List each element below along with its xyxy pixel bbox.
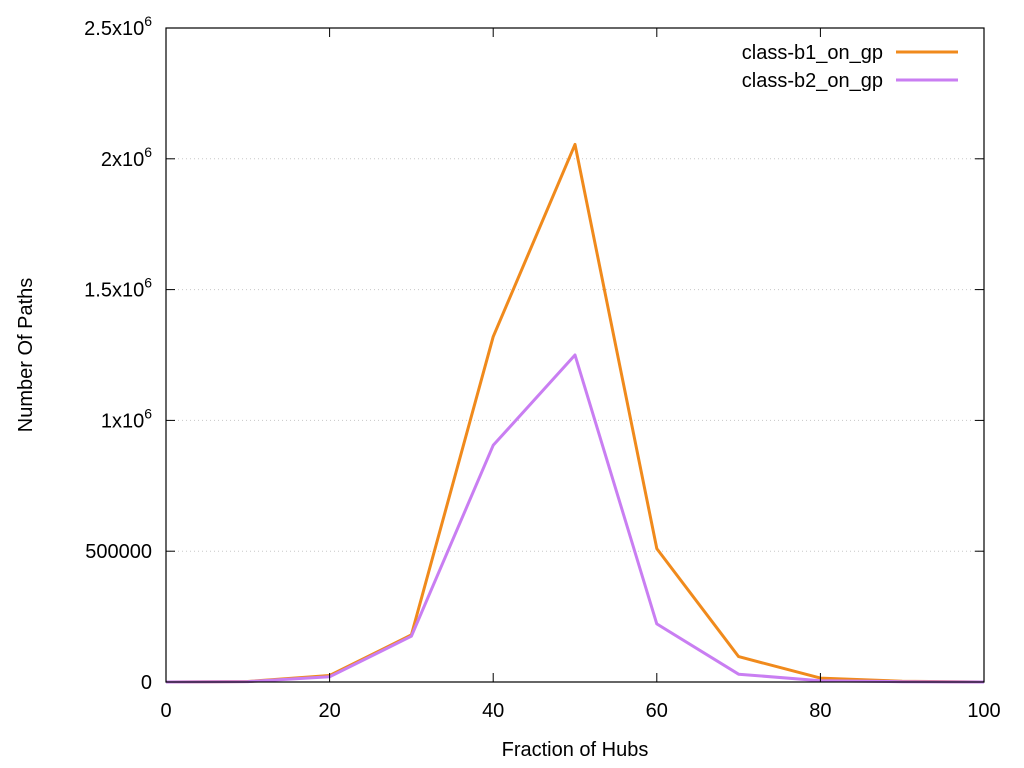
- y-tick-label: 0: [141, 672, 152, 694]
- x-axis-title: Fraction of Hubs: [502, 739, 649, 761]
- x-tick-label: 40: [482, 700, 504, 722]
- grid-lines: [166, 158, 984, 552]
- y-tick-label: 500000: [85, 541, 152, 563]
- plot-frame: [165, 27, 985, 683]
- x-tick-label: 100: [967, 700, 1000, 722]
- x-tick-label: 60: [646, 700, 668, 722]
- series-line-class-b2_on_gp: [165, 353, 985, 684]
- series-lines: [165, 142, 985, 684]
- y-tick-label: 2x106: [101, 144, 152, 171]
- legend-label: class-b2_on_gp: [742, 70, 883, 92]
- legend: class-b1_on_gp class-b2_on_gp: [742, 42, 958, 92]
- series-line-class-b1_on_gp: [165, 142, 985, 684]
- y-tick-label: 1x106: [101, 405, 152, 432]
- y-tick-label: 1.5x106: [84, 275, 152, 302]
- y-tick-label: 2.5x106: [84, 13, 152, 40]
- y-axis-title: Number Of Paths: [15, 278, 37, 433]
- legend-label: class-b1_on_gp: [742, 42, 883, 64]
- x-tick-label: 20: [318, 700, 340, 722]
- axis-ticks: 0 500000 1x106 1.5x106 2x106 2.5x106 0 20 40 60 80…: [84, 13, 1001, 722]
- x-tick-label: 0: [160, 700, 171, 722]
- x-tick-label: 80: [809, 700, 831, 722]
